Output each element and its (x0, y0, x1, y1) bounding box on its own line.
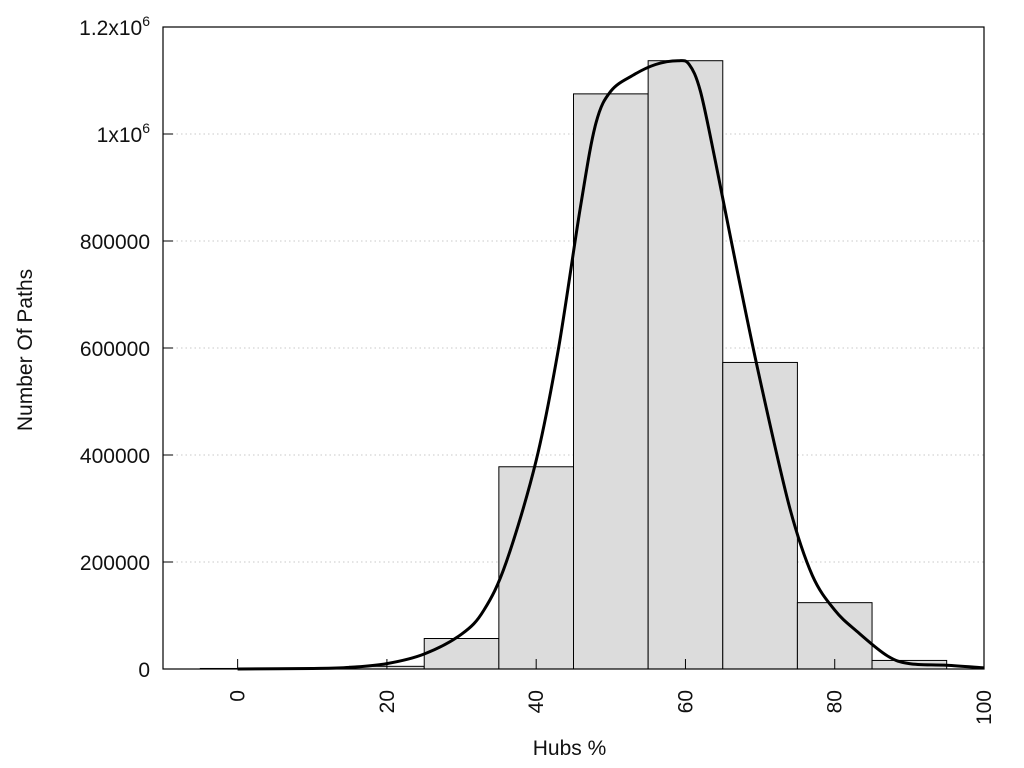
histogram-bar-4 (498, 466, 575, 670)
y-tick-label: 400000 (80, 445, 150, 468)
x-tick-label: 100 (973, 690, 996, 725)
x-tick-label: 80 (824, 690, 847, 713)
x-tick-label: 20 (376, 690, 399, 713)
x-tick-label: 60 (674, 690, 697, 713)
y-tick-label: 200000 (80, 552, 150, 575)
y-axis-label: Number Of Paths (14, 269, 37, 431)
x-tick-label: 40 (525, 690, 548, 713)
density-curve (237, 59, 985, 671)
y-tick-label: 0 (138, 659, 150, 682)
histogram-bar-3 (423, 638, 500, 670)
y-tick-label: 1x106 (97, 120, 151, 147)
tick-labels: 0 20 40 60 80 100 0 200000 400000 600000 800000 1x1… (79, 13, 996, 725)
y-tick-label: 600000 (80, 338, 150, 361)
x-axis-label: Hubs % (533, 737, 607, 760)
y-tick-label: 1.2x106 (79, 13, 150, 40)
histogram-bar-8 (796, 602, 873, 670)
bars-group (199, 60, 948, 670)
histogram-bar-6 (647, 60, 724, 670)
axis-ticks (163, 26, 985, 670)
histogram-bar-7 (722, 361, 798, 670)
y-tick-label: 800000 (80, 231, 150, 254)
x-tick-label: 0 (227, 690, 250, 702)
